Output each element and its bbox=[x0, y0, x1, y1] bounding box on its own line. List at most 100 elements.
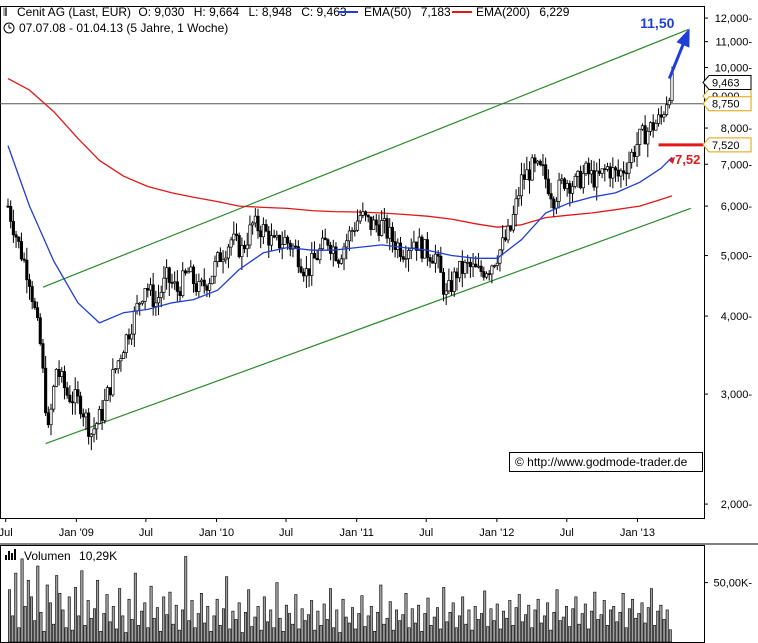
price-bar-body bbox=[541, 164, 545, 167]
price-bar-body bbox=[420, 236, 424, 259]
volume-header: Volumen 10,29K bbox=[5, 549, 117, 563]
price-bar-body bbox=[156, 297, 161, 304]
price-bar-body bbox=[41, 343, 45, 369]
price-bar-body bbox=[493, 265, 497, 267]
price-bar-body bbox=[229, 239, 233, 248]
ema200-line bbox=[7, 78, 673, 228]
price-bar-body bbox=[455, 271, 459, 279]
volume-bar bbox=[631, 598, 635, 643]
price-bar-body bbox=[584, 162, 588, 174]
volume-bar bbox=[272, 627, 276, 643]
volume-bar bbox=[174, 604, 178, 643]
volume-bar bbox=[225, 576, 229, 643]
volume-bar bbox=[596, 619, 600, 643]
price-bar-body bbox=[191, 266, 196, 285]
volume-bar bbox=[111, 606, 115, 643]
price-bar-body bbox=[248, 224, 252, 246]
price-bar-body bbox=[264, 224, 268, 232]
price-bar-body bbox=[181, 270, 185, 297]
price-label-last-box bbox=[702, 74, 752, 90]
price-bar-body bbox=[92, 428, 96, 435]
volume-bar bbox=[574, 596, 578, 643]
price-bar-body bbox=[490, 265, 494, 275]
volume-bar bbox=[395, 609, 399, 643]
watermark-text: © http://www.godmode-trader.de bbox=[515, 455, 688, 469]
volume-bar bbox=[306, 614, 310, 643]
volume-bar bbox=[649, 588, 653, 643]
volume-bar bbox=[168, 591, 172, 643]
price-bar-body bbox=[616, 169, 620, 177]
price-bar-body bbox=[183, 270, 187, 274]
volume-bar bbox=[266, 621, 269, 643]
price-bar-body bbox=[501, 237, 505, 251]
volume-bar bbox=[234, 619, 238, 643]
header-high: H: 9,664 bbox=[194, 5, 240, 19]
volume-bar bbox=[568, 626, 572, 643]
volume-bar bbox=[401, 614, 405, 643]
volume-bar bbox=[92, 608, 96, 643]
volume-bar bbox=[121, 615, 125, 643]
price-bar-body bbox=[466, 261, 470, 264]
volume-bar bbox=[86, 600, 90, 643]
volume-bar bbox=[130, 619, 134, 643]
volume-bar bbox=[177, 629, 181, 643]
price-bar-body bbox=[651, 122, 655, 131]
price-bar-body bbox=[554, 200, 558, 209]
annotations: 11,50 7,52 bbox=[640, 15, 703, 167]
price-label-resistance-text: 8,750 bbox=[712, 99, 740, 111]
volume-bar bbox=[48, 602, 52, 643]
volume-bar bbox=[162, 596, 166, 643]
volume-bar bbox=[335, 609, 339, 643]
volume-bar bbox=[45, 584, 49, 643]
price-bar-body bbox=[202, 279, 206, 287]
volume-bar bbox=[140, 610, 144, 643]
volume-bar bbox=[221, 608, 225, 643]
volume-bar bbox=[404, 593, 408, 643]
volume-bar bbox=[382, 623, 386, 643]
support-label: 7,52 bbox=[675, 152, 700, 167]
volume-bar bbox=[316, 610, 320, 643]
price-bar-body bbox=[560, 178, 564, 181]
volume-bar bbox=[354, 628, 358, 643]
volume-bar bbox=[486, 626, 490, 643]
price-bar-body bbox=[11, 221, 15, 236]
volume-bar bbox=[237, 602, 241, 643]
price-bar-body bbox=[65, 387, 69, 396]
y-tick-label: 12,000- bbox=[715, 13, 753, 25]
price-bar-body bbox=[436, 253, 440, 257]
volume-bar bbox=[256, 606, 260, 643]
volume-bar bbox=[55, 575, 59, 643]
volume-bar bbox=[407, 627, 411, 643]
x-tick-label: Jul bbox=[0, 527, 13, 539]
x-tick-label: Jan '13 bbox=[620, 527, 655, 539]
price-bar-body bbox=[369, 216, 373, 230]
ema50-legend-label: EMA(50) 7,183 bbox=[364, 5, 451, 19]
volume-bar bbox=[247, 589, 251, 643]
price-bar-body bbox=[439, 255, 443, 273]
price-bar-body bbox=[22, 258, 26, 261]
price-bar-body bbox=[237, 235, 241, 258]
price-bar-body bbox=[178, 291, 182, 297]
price-bar-body bbox=[87, 412, 91, 437]
volume-bar bbox=[108, 621, 112, 643]
price-bar-body bbox=[162, 277, 166, 293]
volume-bar bbox=[212, 615, 216, 643]
volume-bar bbox=[435, 607, 439, 643]
y-tick-label: 5,000- bbox=[721, 251, 753, 263]
target-arrow-head bbox=[676, 28, 690, 48]
channel-upper-line bbox=[42, 29, 689, 288]
volume-bar bbox=[17, 627, 21, 643]
volume-bar bbox=[360, 595, 364, 643]
price-bar-body bbox=[216, 252, 220, 263]
price-bar-body bbox=[530, 157, 534, 181]
volume-bar bbox=[215, 598, 219, 643]
volume-bar bbox=[143, 602, 147, 643]
price-bar-body bbox=[138, 302, 142, 305]
volume-bar bbox=[303, 620, 307, 643]
price-bar-body bbox=[302, 271, 306, 277]
volume-bar bbox=[52, 623, 56, 643]
price-label-support-text: 7,520 bbox=[712, 140, 740, 152]
volume-bar bbox=[187, 620, 191, 643]
price-bar-body bbox=[17, 236, 21, 242]
volume-bar bbox=[357, 613, 361, 643]
